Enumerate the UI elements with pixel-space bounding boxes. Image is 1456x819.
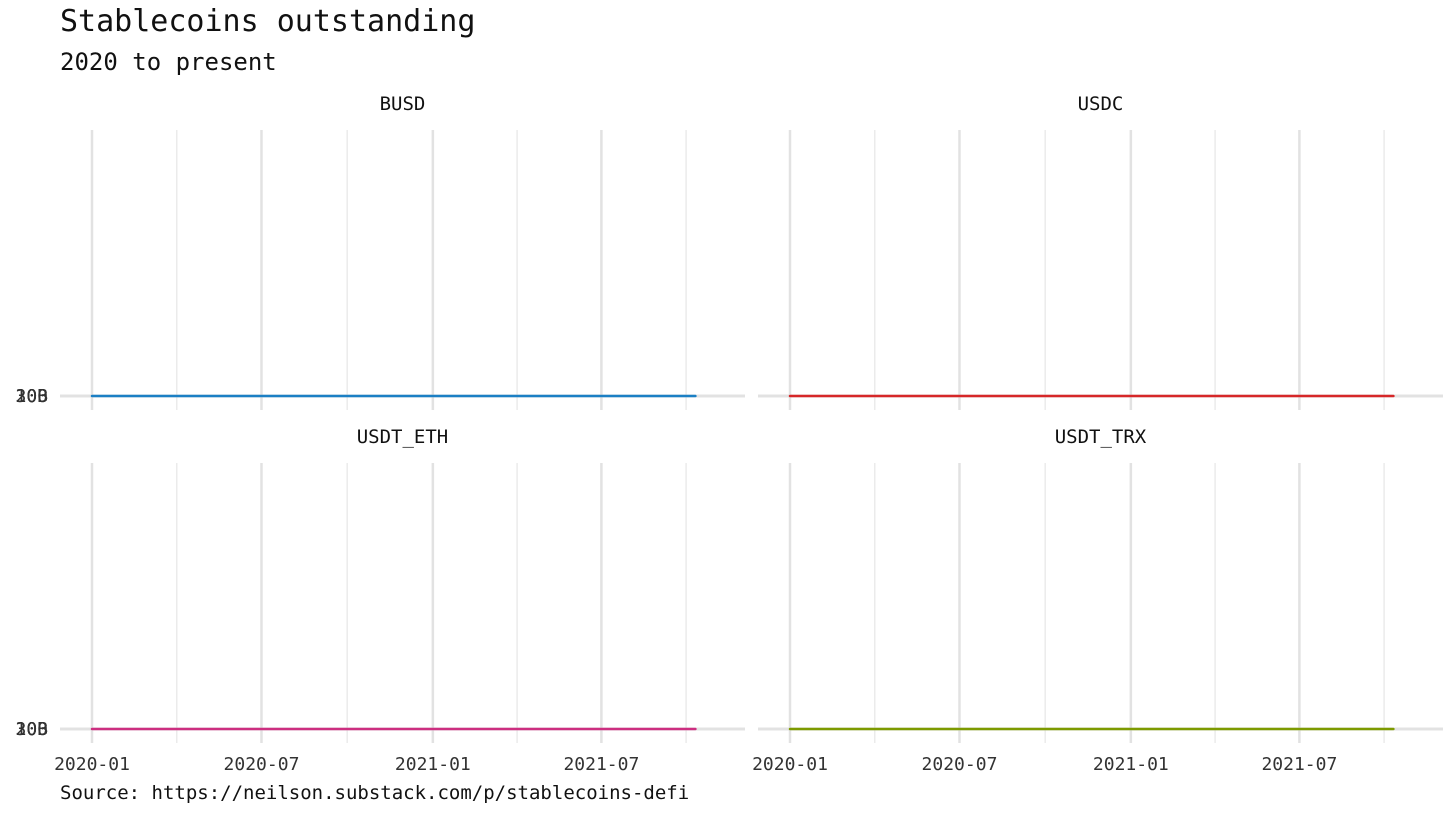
y-tick-label: 30B	[15, 386, 48, 407]
x-tick-label: 2020-07	[224, 754, 300, 775]
y-tick-label: 10B	[15, 719, 48, 740]
y-tick-label: 0	[37, 386, 48, 407]
y-tick-label: 0	[37, 719, 48, 740]
x-tick-label: 2020-01	[752, 754, 828, 775]
facet-strip-label: USDT_TRX	[1055, 426, 1147, 448]
facet-strip-label: USDT_ETH	[357, 426, 449, 448]
y-tick-label: 30B	[15, 719, 48, 740]
facet-strip-label: BUSD	[380, 93, 426, 115]
x-tick-label: 2021-01	[1093, 754, 1169, 775]
chart-subtitle: 2020 to present	[60, 48, 277, 76]
x-tick-label: 2021-07	[1261, 754, 1337, 775]
facet-strip-label: USDC	[1078, 93, 1124, 115]
x-tick-label: 2021-01	[395, 754, 471, 775]
source-caption: Source: https://neilson.substack.com/p/s…	[60, 782, 690, 804]
x-tick-label: 2020-01	[54, 754, 130, 775]
chart-title: Stablecoins outstanding	[60, 4, 476, 39]
x-tick-label: 2021-07	[563, 754, 639, 775]
x-tick-label: 2020-07	[922, 754, 998, 775]
y-tick-label: 20B	[15, 386, 48, 407]
y-tick-label: 10B	[15, 386, 48, 407]
y-tick-label: 20B	[15, 719, 48, 740]
